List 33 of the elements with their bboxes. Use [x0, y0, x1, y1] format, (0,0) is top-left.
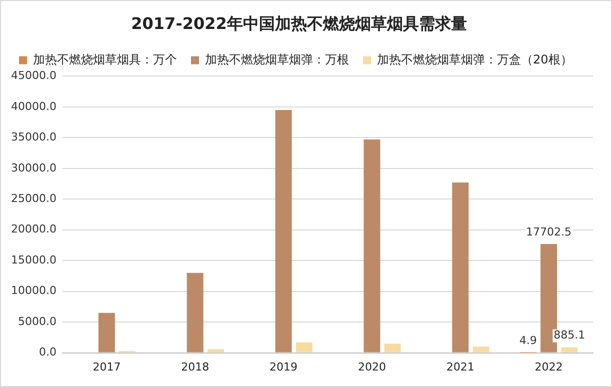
bar: [186, 272, 204, 352]
y-tick-label: 45000.0: [10, 69, 56, 82]
bar: [364, 140, 380, 352]
y-tick-label: 15000.0: [10, 253, 56, 266]
x-tick-label: 2022: [534, 360, 563, 374]
legend-label: 加热不燃烧烟草烟具：万个: [33, 52, 177, 66]
y-tick-label: 40000.0: [10, 100, 56, 113]
data-label: 885.1: [554, 328, 586, 342]
data-label: 4.9: [519, 334, 537, 348]
bar: [275, 110, 292, 352]
x-tick-label: 2021: [446, 360, 474, 374]
x-tick-label: 2018: [181, 360, 210, 374]
bar: [472, 346, 490, 352]
y-tick-label: 20000.0: [10, 222, 56, 236]
y-tick-label: 5000.0: [18, 314, 56, 328]
x-tick-label: 2017: [92, 360, 121, 374]
bar: [296, 342, 312, 352]
bar: [384, 344, 401, 352]
x-tick-label: 2020: [358, 360, 386, 374]
y-tick-label: 0.0: [38, 346, 56, 359]
chart-title: 2017-2022年中国加热不燃烧烟草烟具需求量: [131, 14, 467, 33]
y-tick-label: 25000.0: [10, 192, 56, 205]
legend-label: 加热不燃烧烟草烟弹：万根: [205, 52, 349, 66]
bar: [98, 312, 115, 352]
bar: [561, 347, 578, 352]
x-tick-label: 2019: [270, 360, 298, 374]
legend-label: 加热不燃烧烟草烟弹：万盒（20根）: [377, 52, 572, 66]
bar: [452, 182, 469, 352]
y-tick-label: 10000.0: [10, 284, 56, 298]
y-tick-label: 30000.0: [10, 161, 56, 174]
bar: [207, 349, 224, 352]
data-label: 17702.5: [526, 225, 572, 238]
y-tick-label: 35000.0: [10, 130, 56, 144]
